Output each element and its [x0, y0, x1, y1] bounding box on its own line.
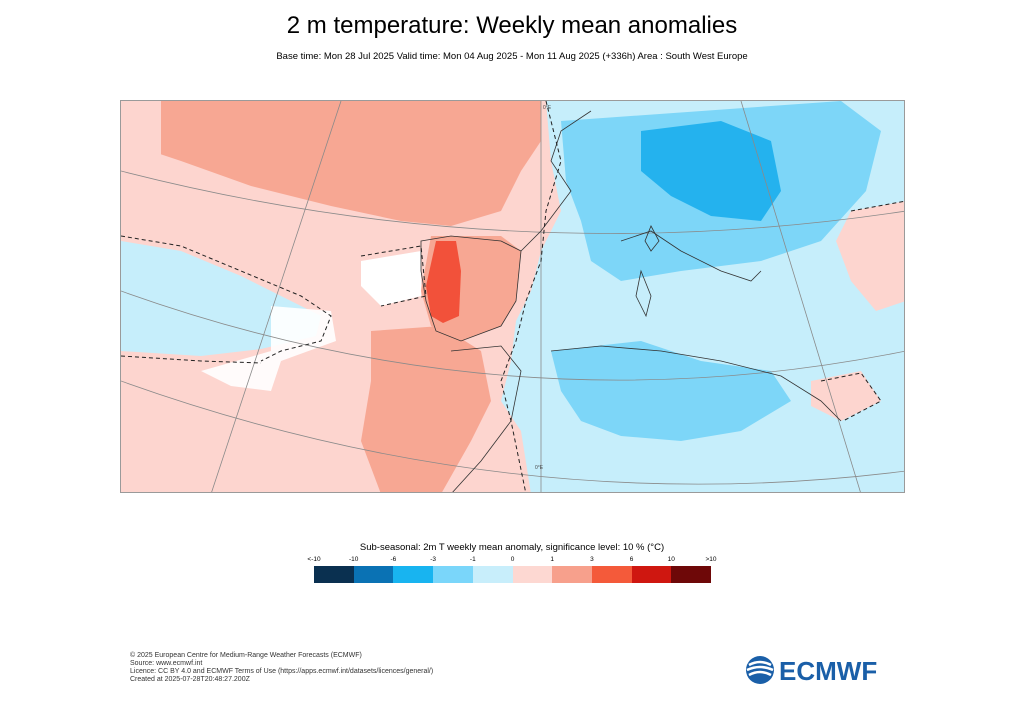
ecmwf-logo-icon [746, 656, 774, 684]
chart-subtitle: Base time: Mon 28 Jul 2025 Valid time: M… [276, 51, 748, 62]
meridian-line [211, 101, 342, 492]
footer-copyright: © 2025 European Centre for Medium-Range … [130, 652, 362, 659]
anomaly-map: 0°E 0°E [120, 100, 905, 493]
italy-coast [620, 230, 762, 282]
legend-ticks: <-10 -10 -6 -3 -1 0 1 3 6 10 >10 [300, 556, 724, 566]
legend-tick-label: 0 [510, 556, 515, 563]
neutral-patch-atlantic [201, 306, 336, 391]
significance-contour [850, 200, 904, 212]
warm-anomaly-morocco [361, 326, 491, 492]
legend-tick-label: -10 [348, 556, 359, 563]
legend-tick-label: >10 [705, 556, 717, 563]
legend-swatch [552, 566, 592, 583]
meridian-label-bottom: 0°E [535, 465, 544, 471]
ecmwf-logo: ECMWF [746, 656, 877, 685]
sardinia-coast [635, 269, 652, 318]
legend-swatch [353, 566, 394, 583]
warm-anomaly-atlantic [121, 101, 541, 226]
warm-anomaly-greece [836, 201, 904, 311]
legend-tick-label: -6 [390, 556, 397, 563]
latitude-line [121, 170, 904, 234]
meridian-label-top: 0°E [543, 105, 552, 111]
legend-swatch [631, 566, 672, 583]
significance-contour [121, 355, 262, 364]
legend-tick-label: <-10 [307, 556, 321, 563]
anomaly-map-svg: 0°E 0°E [121, 101, 904, 492]
significance-contour [121, 235, 332, 362]
footer-created: Created at 2025-07-28T20:48:27.200Z [130, 676, 250, 683]
france-coast [520, 110, 592, 252]
legend-tick-label: 6 [629, 556, 634, 563]
latitude-line [121, 380, 904, 485]
chart-title: 2 m temperature: Weekly mean anomalies [286, 12, 738, 39]
graticule [121, 101, 904, 492]
significance-contour [820, 372, 882, 422]
significance-contours [121, 101, 904, 492]
meridian-line [740, 101, 861, 492]
significance-contour [500, 101, 562, 492]
footer-source: Source: www.ecmwf.int [130, 660, 203, 667]
latitude-line [121, 290, 904, 381]
morocco-coast [450, 345, 522, 492]
legend-swatch [314, 566, 354, 583]
warm-light-atlantic-edge [121, 101, 161, 191]
legend-tick-label: -1 [469, 556, 476, 563]
ecmwf-logo-text: ECMWF [779, 656, 877, 685]
footer-licence: Licence: CC BY 4.0 and ECMWF Terms of Us… [130, 668, 434, 675]
legend-tick-label: 10 [667, 556, 675, 563]
legend-swatch [433, 566, 473, 583]
legend-title: Sub-seasonal: 2m T weekly mean anomaly, … [359, 542, 665, 553]
legend-swatch [671, 566, 712, 583]
iberia-coast [420, 235, 522, 342]
legend-tick-label: 1 [550, 556, 554, 563]
legend-tick-label: -3 [430, 556, 436, 563]
legend-swatch [472, 566, 513, 583]
north-africa-coast [550, 345, 842, 422]
coastlines [420, 110, 842, 492]
significance-contour [360, 245, 427, 307]
legend-tick-label: 3 [590, 556, 594, 563]
warm-strong-portugal [426, 241, 461, 323]
legend-swatch [512, 566, 553, 583]
legend-swatch [393, 566, 434, 583]
neutral-patch-biscay [361, 251, 421, 306]
footer: © 2025 European Centre for Medium-Range … [130, 652, 433, 684]
legend-colorbar [314, 566, 712, 583]
legend-swatch [591, 566, 632, 583]
cold-medium-north-africa [551, 341, 791, 441]
corsica-coast [644, 225, 660, 252]
cold-strong-balkans [641, 121, 781, 221]
